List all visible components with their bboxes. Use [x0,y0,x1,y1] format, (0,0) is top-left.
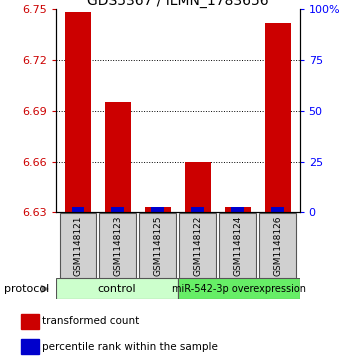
Bar [21,314,39,329]
Text: transformed count: transformed count [42,316,139,326]
Bar [231,207,244,212]
FancyBboxPatch shape [259,213,296,278]
Bar [71,207,84,212]
Text: GSM1148124: GSM1148124 [233,215,242,276]
Bar [65,12,91,212]
Text: miR-542-3p overexpression: miR-542-3p overexpression [172,284,306,294]
Bar [185,162,211,212]
Bar [21,339,39,354]
Text: GSM1148122: GSM1148122 [193,215,202,276]
Text: GSM1148121: GSM1148121 [73,215,82,276]
Text: percentile rank within the sample: percentile rank within the sample [42,342,218,352]
Bar [225,207,251,212]
FancyBboxPatch shape [179,213,216,278]
Bar [112,207,124,212]
Bar [105,102,131,212]
FancyBboxPatch shape [100,213,136,278]
Bar [191,207,204,212]
Text: control: control [97,284,136,294]
FancyBboxPatch shape [56,278,178,299]
Bar [145,207,171,212]
FancyBboxPatch shape [139,213,176,278]
Text: GSM1148126: GSM1148126 [273,215,282,276]
Title: GDS5367 / ILMN_1783656: GDS5367 / ILMN_1783656 [87,0,269,8]
FancyBboxPatch shape [219,213,256,278]
FancyBboxPatch shape [178,278,300,299]
Text: protocol: protocol [4,284,49,294]
FancyBboxPatch shape [60,213,96,278]
Text: GSM1148123: GSM1148123 [113,215,122,276]
Text: GSM1148125: GSM1148125 [153,215,162,276]
Bar [151,207,164,212]
Bar [265,23,291,212]
Bar [271,207,284,212]
